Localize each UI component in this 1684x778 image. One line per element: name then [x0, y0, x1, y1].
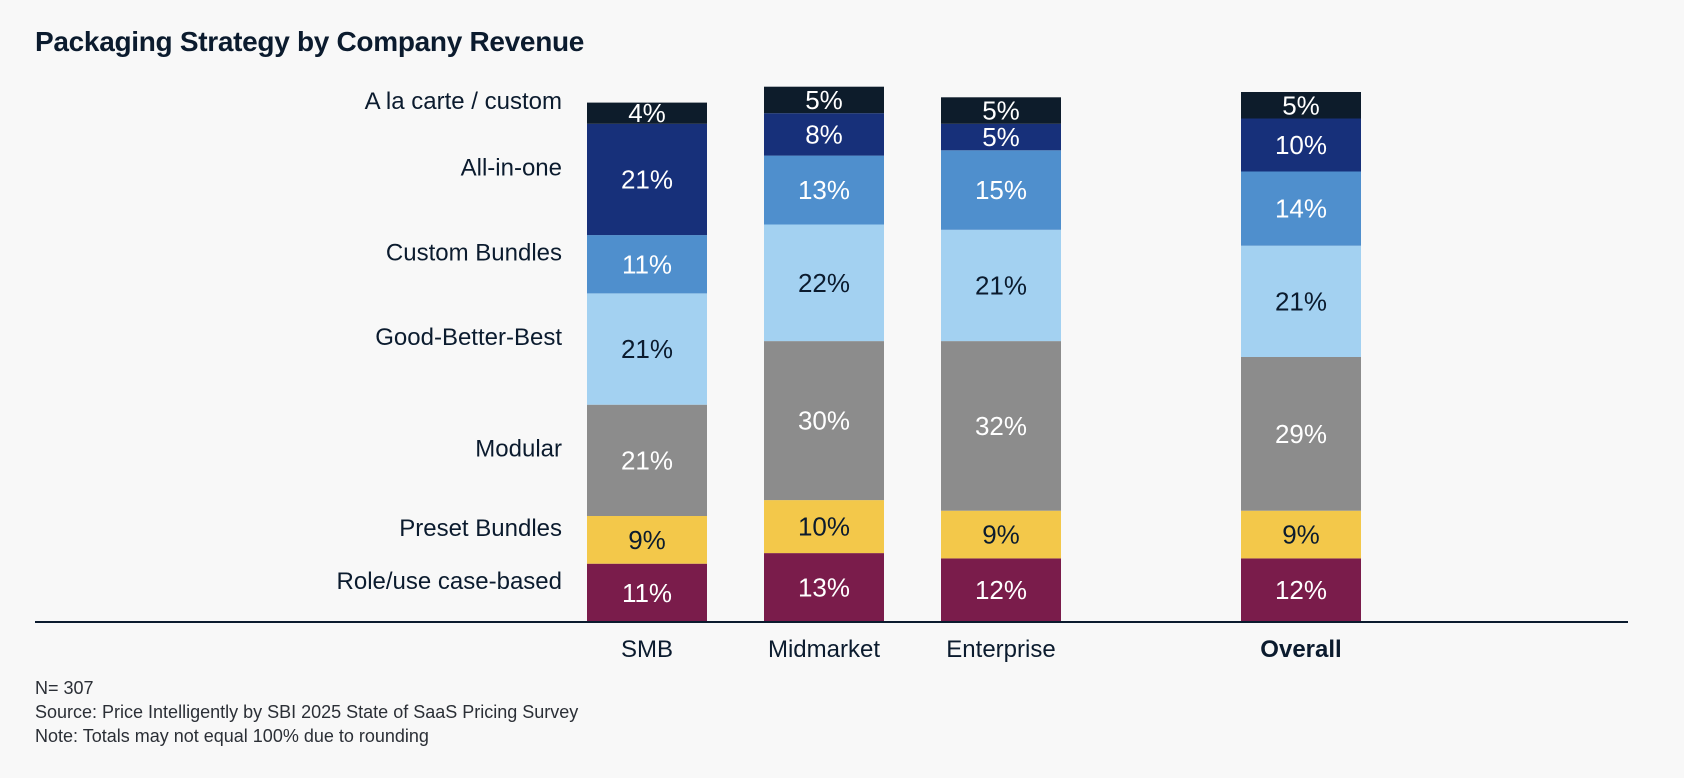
data-label-midmarket-good-better-best: 22%	[798, 268, 850, 298]
bar-segment-enterprise-all-in-one	[941, 123, 1061, 151]
data-label-smb-role-use-case-based: 11%	[622, 578, 672, 608]
bar-segment-midmarket-a-la-carte-custom	[764, 86, 884, 114]
data-label-smb-all-in-one: 21%	[621, 165, 673, 195]
bar-segment-smb-good-better-best	[587, 293, 707, 405]
data-label-midmarket-a-la-carte-custom: 5%	[805, 85, 843, 115]
bar-segment-smb-modular	[587, 404, 707, 516]
bar-segment-overall-custom-bundles	[1241, 171, 1361, 246]
bar-segment-midmarket-good-better-best	[764, 224, 884, 342]
category-label-smb: SMB	[621, 636, 673, 663]
footnotes: N= 307 Source: Price Intelligently by SB…	[35, 676, 578, 748]
bar-segment-overall-all-in-one	[1241, 118, 1361, 172]
bar-segment-midmarket-all-in-one	[764, 113, 884, 156]
data-label-overall-good-better-best: 21%	[1275, 286, 1327, 316]
data-label-enterprise-custom-bundles: 15%	[975, 175, 1027, 205]
bar-segment-overall-preset-bundles	[1241, 510, 1361, 559]
bar-segment-smb-custom-bundles	[587, 235, 707, 294]
data-label-enterprise-modular: 32%	[975, 411, 1027, 441]
legend-label-all-in-one: All-in-one	[461, 155, 562, 182]
data-label-smb-custom-bundles: 11%	[622, 249, 672, 279]
legend-label-modular: Modular	[475, 435, 562, 462]
bar-segment-overall-role-use-case-based	[1241, 558, 1361, 622]
bar-segment-enterprise-modular	[941, 341, 1061, 511]
bar-segment-enterprise-a-la-carte-custom	[941, 97, 1061, 124]
bar-segment-enterprise-good-better-best	[941, 229, 1061, 342]
bar-segment-overall-good-better-best	[1241, 245, 1361, 357]
sample-size-note: N= 307	[35, 678, 94, 698]
data-label-overall-a-la-carte-custom: 5%	[1282, 90, 1320, 120]
bar-segment-smb-role-use-case-based	[587, 563, 707, 622]
data-label-enterprise-all-in-one: 5%	[982, 122, 1020, 152]
data-label-midmarket-custom-bundles: 13%	[798, 175, 850, 205]
data-label-overall-custom-bundles: 14%	[1275, 194, 1327, 224]
data-label-enterprise-preset-bundles: 9%	[982, 520, 1020, 550]
data-label-enterprise-a-la-carte-custom: 5%	[982, 96, 1020, 126]
category-label-overall: Overall	[1260, 636, 1341, 663]
bar-segment-enterprise-preset-bundles	[941, 510, 1061, 559]
bar-segment-smb-a-la-carte-custom	[587, 102, 707, 124]
data-label-overall-all-in-one: 10%	[1275, 130, 1327, 160]
legend-label-a-la-carte-custom: A la carte / custom	[365, 88, 562, 115]
data-label-smb-modular: 21%	[621, 445, 673, 475]
data-label-midmarket-modular: 30%	[798, 406, 850, 436]
data-label-smb-a-la-carte-custom: 4%	[628, 98, 666, 128]
legend-label-preset-bundles: Preset Bundles	[399, 515, 562, 542]
bar-segment-midmarket-modular	[764, 341, 884, 501]
data-label-enterprise-good-better-best: 21%	[975, 271, 1027, 301]
source-note: Source: Price Intelligently by SBI 2025 …	[35, 702, 579, 722]
bar-segment-enterprise-role-use-case-based	[941, 558, 1061, 622]
category-label-enterprise: Enterprise	[946, 636, 1055, 663]
bar-segment-smb-preset-bundles	[587, 516, 707, 564]
data-label-midmarket-preset-bundles: 10%	[798, 512, 850, 542]
legend-label-custom-bundles: Custom Bundles	[386, 239, 562, 266]
bar-segment-overall-modular	[1241, 357, 1361, 511]
data-label-enterprise-role-use-case-based: 12%	[975, 575, 1027, 605]
bar-segment-midmarket-custom-bundles	[764, 155, 884, 225]
rounding-note: Note: Totals may not equal 100% due to r…	[35, 726, 429, 746]
chart-title: Packaging Strategy by Company Revenue	[35, 26, 585, 57]
legend-label-role-use-case-based: Role/use case-based	[337, 568, 562, 595]
data-label-overall-preset-bundles: 9%	[1282, 520, 1320, 550]
data-label-midmarket-all-in-one: 8%	[805, 119, 843, 149]
bar-segment-enterprise-custom-bundles	[941, 150, 1061, 230]
bar-segment-midmarket-preset-bundles	[764, 500, 884, 554]
data-label-smb-preset-bundles: 9%	[628, 525, 666, 555]
data-label-overall-role-use-case-based: 12%	[1275, 575, 1327, 605]
bar-segment-midmarket-role-use-case-based	[764, 553, 884, 622]
bar-segment-smb-all-in-one	[587, 123, 707, 236]
data-label-overall-modular: 29%	[1275, 419, 1327, 449]
category-label-midmarket: Midmarket	[768, 636, 880, 663]
legend-label-good-better-best: Good-Better-Best	[375, 324, 562, 351]
bar-segment-overall-a-la-carte-custom	[1241, 92, 1361, 119]
data-label-midmarket-role-use-case-based: 13%	[798, 573, 850, 603]
data-label-smb-good-better-best: 21%	[621, 334, 673, 364]
